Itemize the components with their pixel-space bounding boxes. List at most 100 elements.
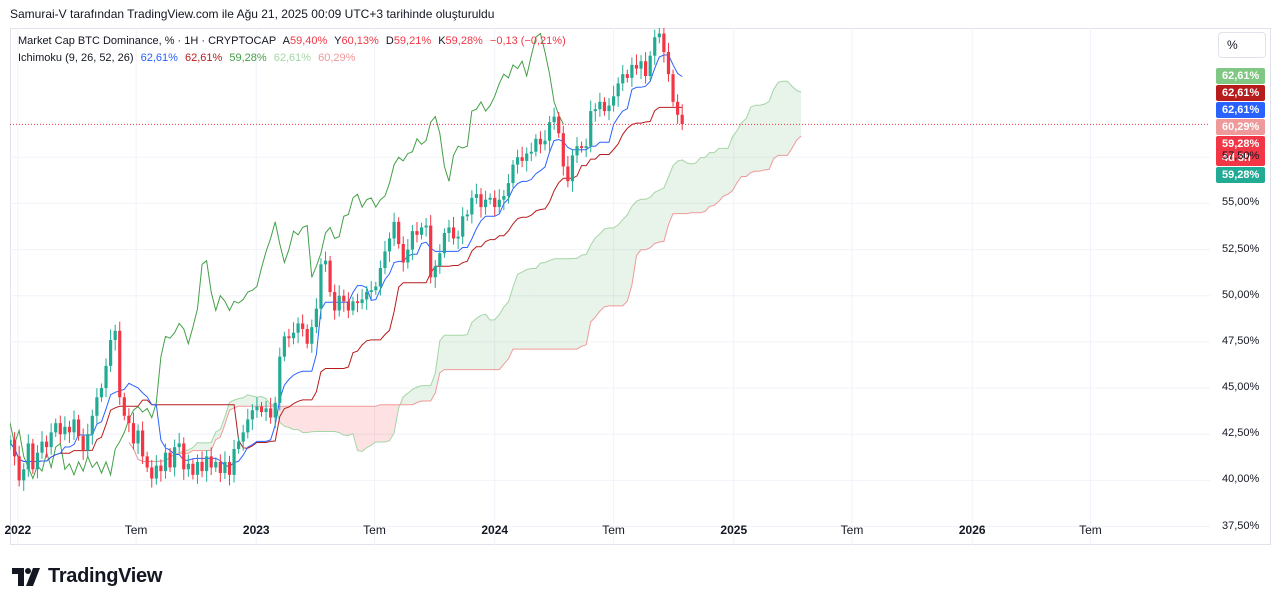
candle-body	[465, 214, 469, 217]
tradingview-logo[interactable]: TradingView	[12, 565, 162, 588]
candle-body	[127, 415, 131, 424]
x-tick-label: 2022	[4, 523, 32, 537]
candle-body	[365, 292, 369, 300]
y-tick-label: 57,50%	[1222, 150, 1260, 163]
cloud-segment	[782, 81, 788, 156]
tenkan-tag: 62,61%	[1216, 102, 1265, 118]
candle-body	[104, 365, 108, 389]
cloud-segment	[695, 157, 701, 213]
candle-body	[534, 138, 538, 152]
candle-body	[150, 467, 154, 479]
open-value: 59,40%	[289, 35, 328, 47]
candle-body	[328, 260, 332, 293]
cloud-segment	[188, 447, 193, 454]
low-label: D	[385, 35, 394, 47]
cloud-segment	[503, 302, 509, 365]
candle-body	[22, 469, 26, 481]
candle-body	[141, 430, 145, 457]
cloud-segment	[618, 219, 623, 306]
candle-body	[488, 197, 492, 200]
indicator-title[interactable]: Ichimoku (9, 26, 52, 26)	[18, 52, 134, 64]
cloud-segment	[211, 431, 216, 451]
cloud-segment	[590, 237, 596, 322]
cloud-segment	[458, 335, 463, 370]
candle-body	[163, 452, 168, 472]
candle-body	[621, 74, 625, 84]
kijun-line	[10, 106, 683, 462]
cloud-segment	[723, 148, 728, 197]
percent-scale-button[interactable]: %	[1218, 32, 1266, 58]
cloud-segment	[293, 406, 299, 430]
cloud-segment	[517, 272, 523, 350]
candle-body	[506, 183, 511, 197]
cloud-segment	[202, 442, 207, 451]
close-value: 59,28%	[445, 35, 483, 47]
cloud-segment	[371, 406, 376, 446]
candle-body	[227, 461, 232, 475]
tenkan-value: 62,61%	[140, 52, 178, 64]
cloud-segment	[343, 406, 349, 436]
cloud-segment	[727, 136, 733, 195]
span-b-value: 60,29%	[318, 52, 356, 64]
candle-body	[351, 301, 355, 311]
candle-body	[470, 197, 474, 215]
cloud-segment	[741, 118, 747, 177]
candle-body	[547, 122, 552, 141]
candle-body	[282, 336, 286, 357]
cloud-segment	[288, 406, 294, 430]
cloud-segment	[718, 148, 724, 202]
x-tick-label: 2026	[958, 523, 986, 537]
candle-body	[607, 105, 611, 112]
cloud-segment	[581, 254, 587, 347]
candle-body	[95, 397, 99, 416]
candle-body	[131, 423, 136, 444]
candle-body	[291, 332, 296, 339]
candle-body	[310, 327, 314, 344]
cloud-segment	[375, 404, 381, 442]
cloud-segment	[545, 260, 550, 350]
cloud-segment	[764, 101, 770, 170]
cloud-segment	[439, 335, 445, 373]
candle-body	[177, 443, 181, 448]
cloud-segment	[700, 157, 706, 213]
cloud-segment	[750, 105, 756, 173]
cloud-segment	[499, 306, 504, 370]
price-candles	[10, 28, 684, 491]
y-tick-label: 37,50%	[1222, 519, 1260, 532]
high-value: 60,13%	[341, 35, 379, 47]
tradingview-logo-text: TradingView	[48, 565, 163, 587]
x-tick-label: Tem	[840, 523, 864, 537]
y-tick-label: 52,50%	[1222, 242, 1260, 255]
candle-body	[502, 196, 506, 200]
candle-body	[342, 295, 346, 302]
y-tick-label: 45,00%	[1222, 381, 1260, 394]
candle-body	[90, 415, 94, 435]
cloud-segment	[467, 322, 472, 370]
cloud-segment	[471, 318, 477, 370]
candle-body	[419, 227, 424, 235]
last-price-tag: 59,28%	[1216, 136, 1265, 152]
symbol-title[interactable]: Market Cap BTC Dominance, % · 1H · CRYPT…	[18, 35, 277, 47]
cloud-segment	[448, 335, 454, 370]
span-b-tag: 60,29%	[1216, 119, 1265, 135]
candle-body	[369, 290, 373, 293]
ichimoku-lines	[10, 32, 802, 480]
candle-body	[255, 406, 259, 411]
cloud-segment	[631, 201, 637, 286]
cloud-segment	[577, 255, 582, 350]
candle-body	[159, 465, 163, 472]
candle-body	[401, 244, 405, 263]
candle-body	[447, 227, 451, 233]
candle-body	[72, 419, 76, 433]
cloud-segment	[462, 334, 468, 370]
ichimoku-cloud	[128, 81, 802, 462]
candle-body	[26, 443, 30, 470]
candle-body	[584, 146, 588, 149]
cloud-segment	[522, 269, 527, 350]
cloud-segment	[549, 258, 555, 350]
candlestick-chart[interactable]	[10, 28, 1271, 545]
cloud-segment	[192, 442, 198, 451]
candle-body	[54, 423, 58, 433]
candle-body	[424, 225, 428, 228]
cloud-segment	[453, 335, 459, 370]
